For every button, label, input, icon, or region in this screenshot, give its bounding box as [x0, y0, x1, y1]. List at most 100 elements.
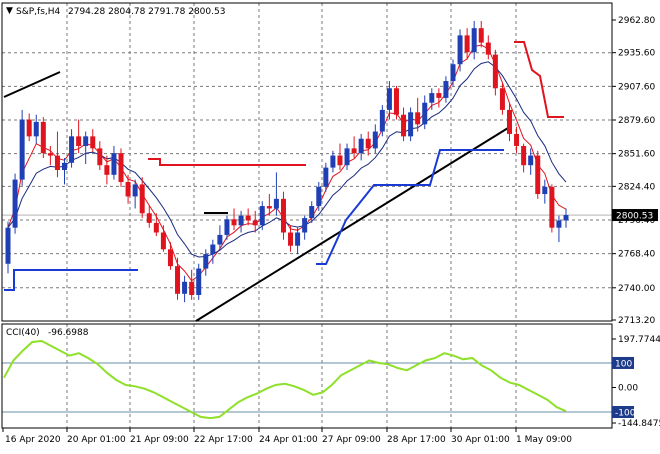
cci-panel-frame — [1, 323, 613, 429]
price-tick-label: 2962.80 — [618, 16, 655, 26]
candle-body — [266, 206, 272, 209]
candle-body — [549, 186, 555, 228]
candle-body — [309, 206, 315, 219]
time-tick-label: 30 Apr 01:00 — [451, 435, 510, 445]
header-arrow-icon: ▼ — [6, 6, 13, 16]
support-line-2 — [316, 149, 504, 265]
trend-line-lower — [195, 127, 509, 322]
candle-body — [97, 148, 103, 166]
current-price-label: 2800.53 — [616, 212, 653, 222]
candle-body — [217, 234, 223, 245]
cci-tick-label: 197.7744 — [618, 335, 660, 345]
time-tick-label: 20 Apr 01:00 — [67, 435, 126, 445]
candle-body — [238, 215, 244, 226]
resistance-line-1 — [148, 158, 306, 166]
candle-body — [175, 266, 181, 294]
candle-body — [556, 220, 562, 228]
trend-line-upper — [3, 71, 61, 98]
candle-body — [196, 268, 202, 295]
candle-body — [492, 54, 498, 89]
price-tick-label: 2768.40 — [618, 250, 655, 260]
candle-body — [62, 162, 68, 170]
grid — [2, 3, 612, 428]
time-tick-label: 1 May 09:00 — [516, 435, 572, 445]
support-line-1 — [4, 269, 138, 291]
cci-line — [3, 339, 567, 420]
resistance-line-2 — [514, 41, 564, 118]
candle-body — [54, 155, 60, 170]
time-tick-label: 27 Apr 09:00 — [322, 435, 381, 445]
candle-body — [273, 198, 279, 209]
candle-body — [302, 218, 308, 233]
candle-body — [499, 88, 505, 110]
candle-body — [132, 184, 138, 197]
cci-level-box — [612, 356, 634, 369]
time-tick-label: 22 Apr 17:00 — [194, 435, 253, 445]
candle-body — [245, 215, 251, 221]
candle-body — [506, 109, 512, 134]
candle-body — [203, 254, 209, 269]
axes: 16 Apr 2020 20 Apr 01:00 21 Apr 09:00 22 Ap… — [1, 2, 660, 445]
candle-body — [111, 153, 117, 175]
candle-body — [316, 186, 322, 207]
candle-body — [351, 148, 357, 154]
candle-body — [104, 165, 110, 175]
price-tick-label: 2740.00 — [618, 284, 655, 294]
candle-body — [485, 42, 491, 55]
candle-body — [365, 138, 371, 149]
candle-body — [26, 119, 32, 137]
cci-level-label: -100 — [615, 409, 636, 419]
cci-tick-label: -144.8475 — [618, 419, 660, 429]
candle-body — [386, 88, 392, 110]
time-tick-label: 24 Apr 01:00 — [259, 435, 318, 445]
cci-tick-label: 0.00 — [618, 383, 638, 393]
time-tick-label: 28 Apr 17:00 — [387, 435, 446, 445]
candle-body — [535, 155, 541, 195]
cci-level-box — [612, 406, 634, 419]
candle-body — [450, 64, 456, 82]
candle-body — [19, 119, 25, 180]
candle-body — [167, 249, 173, 267]
candle-body — [47, 153, 53, 156]
candle-body — [393, 88, 399, 115]
candle-body — [189, 281, 195, 295]
cci-label: CCI(40) — [6, 328, 40, 338]
price-tick-label: 2907.60 — [618, 82, 655, 92]
candle-body — [40, 121, 46, 154]
candle-body — [379, 109, 385, 132]
candle-body — [471, 28, 477, 53]
candle-body — [125, 182, 131, 197]
candle-body — [372, 131, 378, 149]
candle-body — [224, 219, 230, 235]
candle-body — [139, 184, 145, 214]
price-tick-label: 2851.60 — [618, 150, 655, 160]
price-tick-label: 2824.40 — [618, 182, 655, 192]
candles — [5, 20, 569, 303]
ohlc-label: 2794.28 2804.78 2791.78 2800.53 — [68, 7, 225, 17]
time-tick-label: 16 Apr 2020 — [5, 435, 61, 445]
candle-body — [76, 136, 82, 146]
candle-body — [146, 213, 152, 223]
candle-body — [337, 155, 343, 166]
candle-body — [33, 121, 39, 137]
indicator-lines — [3, 41, 567, 322]
candle-body — [288, 232, 294, 246]
candle-body — [528, 155, 534, 166]
candle-body — [521, 145, 527, 166]
price-tick-label: 2713.20 — [618, 316, 655, 326]
candle-body — [344, 148, 350, 166]
candle-body — [83, 136, 89, 146]
current-price-box — [612, 209, 658, 222]
candle-body — [231, 219, 237, 226]
candle-body — [401, 114, 407, 137]
candle-body — [563, 215, 569, 221]
candle-body — [478, 28, 484, 43]
candle-body — [323, 167, 329, 187]
candle-body — [542, 186, 548, 195]
candle-body — [259, 206, 265, 226]
candle-body — [330, 155, 336, 168]
candle-body — [182, 281, 188, 294]
candle-body — [408, 112, 414, 137]
